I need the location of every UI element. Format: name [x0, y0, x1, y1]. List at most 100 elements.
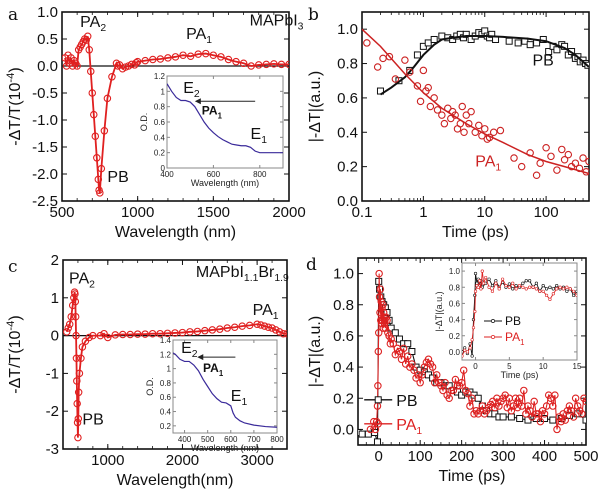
inset-data-point — [531, 285, 535, 289]
data-point-pa1 — [457, 378, 466, 387]
data-point-pb — [516, 415, 524, 423]
data-point-pb — [553, 46, 561, 54]
y-axis-label: O.D. — [139, 113, 149, 132]
data-point-pa1 — [414, 371, 422, 379]
y-tick-label: 0.0 — [337, 193, 358, 210]
data-point--t-t — [171, 53, 180, 61]
data-point-pa1 — [530, 397, 538, 406]
inset-data-point — [484, 275, 488, 280]
inset-plot-area — [462, 269, 577, 358]
y-axis-label: -ΔT/T(10-4) — [5, 315, 24, 393]
plot-area — [358, 269, 586, 445]
data-point--t-t — [73, 62, 81, 70]
y-tick-label: 1.2 — [154, 72, 166, 81]
x-tick-label: 10 — [476, 204, 493, 221]
data-point--t-t — [118, 330, 127, 339]
y-tick-label: 0.2 — [337, 159, 358, 176]
data-point-pa1 — [447, 114, 455, 123]
inset-data-point — [517, 284, 522, 288]
x-tick-label: 1000 — [91, 452, 124, 469]
data-point-pa1 — [496, 126, 505, 135]
data-point-pa1 — [585, 157, 589, 166]
data-point-pa1 — [466, 402, 474, 410]
data-point--t-t — [73, 399, 81, 408]
x-tick-label: 100 — [408, 448, 433, 465]
inset-data-point — [470, 338, 474, 342]
data-point--t-t — [96, 331, 105, 340]
plot-area — [62, 32, 289, 197]
x-tick-label: 200 — [449, 448, 474, 465]
x-tick-label: 10 — [539, 362, 548, 371]
x-tick-label: 500 — [573, 448, 598, 465]
data-point-pa1 — [495, 402, 503, 410]
inset-data-point — [479, 287, 483, 291]
data-point-pa1 — [445, 394, 453, 402]
data-point--t-t — [217, 53, 225, 61]
data-point-pa1 — [464, 389, 472, 398]
x-tick-label: 1 — [419, 204, 427, 221]
y-tick-label: 0.8 — [154, 103, 166, 112]
data-point--t-t — [216, 325, 224, 333]
y-tick-label: 1 — [51, 290, 59, 307]
legend-label: PA1 — [396, 417, 422, 437]
data-point--t-t — [262, 60, 271, 69]
inset-annotation: E1 — [231, 388, 248, 408]
x-tick-label: 800 — [270, 435, 284, 444]
inset-data-point — [511, 287, 515, 291]
data-point--t-t — [78, 343, 87, 351]
annotation: MAPbI1.1Br1.9 — [196, 264, 289, 284]
series-line--t-t — [65, 291, 287, 438]
data-point-pa1 — [410, 366, 418, 374]
data-point--t-t — [179, 51, 187, 59]
data-point-pa1 — [403, 352, 412, 360]
y-tick-label: 1.0 — [333, 266, 354, 283]
data-point--t-t — [193, 327, 202, 336]
data-point-pa1 — [449, 386, 458, 395]
data-point--t-t — [202, 49, 210, 58]
inset-data-point — [572, 293, 576, 297]
data-point-pa1 — [524, 402, 532, 410]
data-point-pb — [430, 35, 438, 43]
panel-a: a 500 1000 1500 2000 1.0 0.5 0.0 -0.5 -1.0 -1.5 -2.… — [5, 4, 306, 241]
data-point--t-t — [247, 62, 255, 70]
data-point-pa1 — [553, 425, 561, 434]
data-point--t-t — [100, 329, 108, 338]
inset-data-point — [500, 277, 505, 281]
data-point--t-t — [74, 433, 82, 442]
data-point-pa1 — [515, 394, 524, 402]
data-point-pa1 — [376, 308, 384, 317]
data-point-pa1 — [536, 159, 544, 167]
fit-line-pa1-fit — [362, 28, 589, 175]
panel-c: c 1000 2000 3000 2 1 0 -1 -2 -3 Wavelength(nm) -ΔT/… — [5, 252, 289, 489]
data-point-pa1 — [391, 75, 400, 83]
data-point-pa1 — [579, 154, 587, 162]
data-point--t-t — [71, 297, 80, 306]
data-point--t-t — [64, 324, 72, 332]
data-point-pa1 — [399, 344, 408, 353]
data-point-pa1 — [389, 339, 397, 348]
inset-data-point — [490, 284, 495, 288]
annotation: PA1 — [253, 302, 279, 322]
y-tick-label: 0.0 — [333, 421, 354, 438]
y-tick-label: 0.6 — [154, 118, 166, 127]
inset-data-point — [538, 289, 542, 293]
data-point--t-t — [65, 320, 74, 329]
data-point-pa1 — [564, 150, 573, 159]
inset-data-point — [548, 297, 552, 301]
inset-data-point — [497, 287, 501, 291]
y-tick-label: 2 — [51, 252, 59, 269]
data-point-pa1 — [536, 417, 545, 426]
data-point--t-t — [254, 61, 263, 69]
data-point--t-t — [163, 329, 172, 338]
y-tick-label: 0.2 — [154, 149, 166, 158]
data-point--t-t — [230, 323, 239, 332]
inset-data-point — [541, 284, 545, 288]
data-point-pb — [474, 394, 482, 402]
annotation: PA2 — [80, 14, 106, 34]
data-point--t-t — [238, 322, 246, 330]
data-point-pa1 — [397, 355, 406, 364]
inset-data-point — [470, 354, 474, 358]
inset-annotation: E1 — [251, 126, 268, 146]
x-tick-label: 15 — [573, 362, 582, 371]
inset-data-point — [555, 284, 559, 288]
